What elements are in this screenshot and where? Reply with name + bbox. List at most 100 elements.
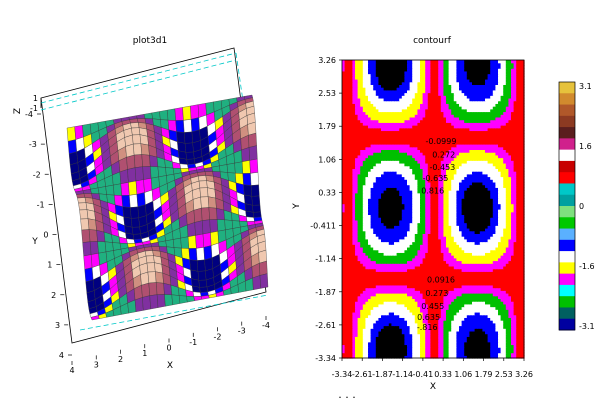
surface-facet bbox=[219, 164, 228, 173]
surface-x-tick: 3 bbox=[94, 360, 99, 369]
surface-y-tick: 3 bbox=[55, 321, 60, 330]
surface-y-tick: -2 bbox=[33, 170, 41, 179]
surface-facet bbox=[190, 117, 200, 133]
surface-facet bbox=[140, 143, 150, 156]
surface-facet bbox=[67, 139, 77, 155]
surface-facet bbox=[186, 295, 195, 303]
surface-facet bbox=[133, 154, 143, 168]
surface-facet bbox=[200, 196, 210, 209]
surface-facet bbox=[127, 167, 137, 183]
surface-facet bbox=[259, 273, 269, 289]
surface-facet bbox=[207, 196, 217, 209]
surface-facet bbox=[198, 279, 208, 288]
surface-facet bbox=[81, 229, 91, 243]
surface-facet bbox=[258, 249, 267, 264]
surface-facet bbox=[150, 166, 159, 179]
surface-facet bbox=[120, 182, 130, 196]
surface-facet bbox=[189, 259, 199, 272]
surface-facet bbox=[146, 262, 156, 273]
surface-facet bbox=[148, 282, 158, 296]
surface-cyan-edge bbox=[40, 59, 237, 111]
surface-facet bbox=[151, 111, 161, 120]
surface-facet bbox=[195, 233, 204, 249]
surface-facet bbox=[187, 235, 197, 249]
surface-facet bbox=[184, 131, 193, 144]
surface-facet bbox=[180, 236, 190, 249]
surface-facet bbox=[78, 202, 88, 211]
surface-facet bbox=[159, 109, 169, 121]
surface-facet bbox=[185, 151, 195, 160]
surface-facet bbox=[143, 112, 153, 120]
surface-facet bbox=[126, 154, 136, 170]
surface-facet bbox=[135, 179, 145, 195]
surface-facet bbox=[130, 206, 139, 219]
surface-facet bbox=[178, 295, 188, 304]
surface-facet bbox=[182, 105, 192, 121]
surface-facet bbox=[142, 295, 151, 311]
surface-facet bbox=[246, 216, 255, 222]
surface-facet bbox=[193, 296, 203, 301]
surface-facet bbox=[132, 233, 142, 240]
surface-facet bbox=[125, 143, 135, 158]
surface-facet bbox=[136, 114, 146, 119]
surface-facet bbox=[97, 186, 107, 195]
surface-x-tick: 2 bbox=[118, 355, 123, 364]
surface-y-tick: -1 bbox=[37, 200, 45, 209]
surface-facet bbox=[86, 209, 96, 221]
surface-facet bbox=[252, 204, 261, 213]
surface-x-tick: -1 bbox=[189, 338, 197, 347]
surface-facet bbox=[79, 209, 89, 220]
surface-facet bbox=[82, 241, 92, 257]
surface-facet bbox=[198, 175, 207, 182]
surface-facet bbox=[196, 259, 206, 272]
surface-facet bbox=[154, 262, 163, 274]
surface-facet bbox=[226, 162, 236, 174]
surface-y-tick: 1 bbox=[47, 261, 52, 270]
surface-facet bbox=[130, 122, 140, 129]
contour-title: contourf bbox=[413, 36, 452, 46]
surface-cyan-edge bbox=[235, 52, 245, 109]
surface-title: plot3d1 bbox=[133, 36, 167, 46]
surface-facet bbox=[175, 120, 185, 133]
surface-facet bbox=[97, 241, 107, 254]
surface-facet bbox=[252, 275, 261, 290]
surface-facet bbox=[176, 131, 186, 144]
surface-facet bbox=[131, 226, 141, 235]
surface-x-tick: 0 bbox=[166, 344, 171, 353]
surface-facet bbox=[187, 222, 196, 237]
surface-facet bbox=[250, 172, 259, 186]
surface-facet bbox=[89, 241, 99, 255]
surface-facet bbox=[188, 248, 198, 261]
surface-facet bbox=[259, 260, 268, 276]
surface-facet bbox=[77, 197, 87, 204]
surface-facet bbox=[165, 239, 175, 248]
surface-y-tick: 2 bbox=[51, 291, 56, 300]
surface-facet bbox=[156, 294, 166, 308]
surface-facet bbox=[216, 208, 225, 221]
surface-facet bbox=[186, 158, 196, 165]
surface-facet bbox=[179, 163, 189, 169]
surface-facet bbox=[80, 218, 90, 231]
surface-facet bbox=[208, 207, 218, 220]
surface-back-panel bbox=[40, 47, 267, 344]
surface-facet bbox=[197, 270, 207, 281]
surface-facet bbox=[248, 145, 258, 161]
surface-facet bbox=[141, 154, 151, 167]
surface-facet bbox=[207, 187, 216, 199]
surface-facet bbox=[105, 184, 115, 196]
surface-facet bbox=[192, 291, 202, 297]
surface-facet bbox=[247, 121, 257, 136]
surface-facet bbox=[248, 132, 257, 148]
surface-mesh bbox=[66, 94, 269, 321]
surface-y-label: Y bbox=[31, 237, 38, 247]
surface-facet bbox=[194, 220, 204, 236]
surface-facet bbox=[140, 271, 150, 286]
surface-facet bbox=[241, 160, 251, 174]
surface-facet bbox=[131, 217, 140, 228]
surface-facet bbox=[131, 127, 141, 136]
surface-facet bbox=[113, 183, 122, 196]
surface-facet bbox=[134, 166, 144, 182]
surface-facet bbox=[199, 286, 208, 293]
